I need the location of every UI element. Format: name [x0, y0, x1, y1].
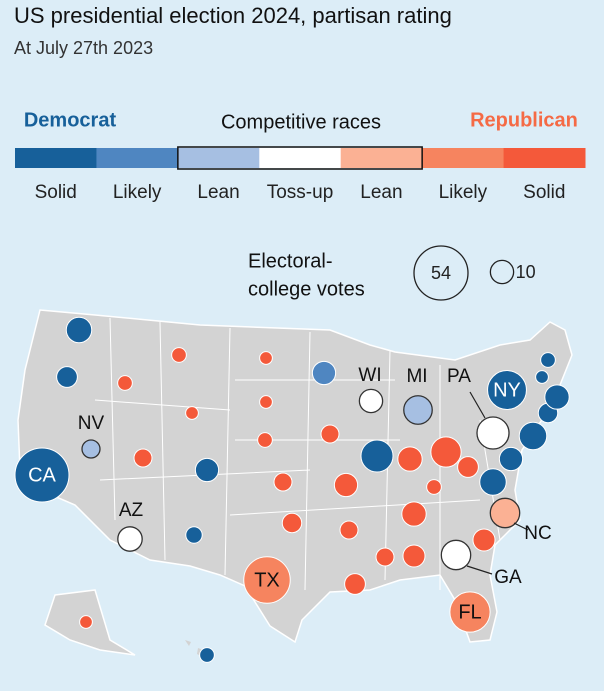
- state-marker: [311, 360, 337, 386]
- size-legend-title: college votes: [248, 278, 365, 300]
- state-marker: [518, 421, 548, 451]
- size-legend-title: Electoral-: [248, 250, 332, 272]
- state-marker: [81, 439, 101, 459]
- land: [17, 309, 573, 644]
- rating-label: Solid: [35, 182, 77, 203]
- state-marker: [56, 366, 78, 388]
- subtitle: At July 27th 2023: [14, 38, 153, 58]
- group-label: Republican: [470, 109, 578, 131]
- state-marker: [472, 528, 496, 552]
- state-marker: [375, 547, 395, 567]
- state-label: WI: [358, 365, 381, 386]
- state-marker: [65, 316, 93, 344]
- state-marker: [273, 472, 293, 492]
- rating-label: Toss-up: [267, 182, 334, 203]
- size-legend-value: 54: [431, 263, 451, 283]
- leader-line: [466, 565, 493, 575]
- state-marker: [426, 479, 442, 495]
- state-marker: [185, 406, 199, 420]
- state-marker: [117, 375, 133, 391]
- state-marker: [14, 447, 70, 503]
- state-label: FL: [458, 601, 481, 623]
- state-marker: [320, 424, 340, 444]
- state-marker: [117, 526, 143, 552]
- state-marker: [489, 497, 521, 529]
- state-marker: [243, 556, 291, 604]
- state-label: NC: [524, 523, 551, 544]
- rating-label: Likely: [113, 182, 162, 203]
- state-marker: [259, 351, 273, 365]
- rating-swatch: [422, 148, 505, 168]
- rating-label: Lean: [360, 182, 402, 203]
- rating-swatch: [340, 148, 423, 168]
- state-label: TX: [254, 569, 280, 591]
- state-marker: [403, 395, 433, 425]
- state-label: MI: [406, 366, 427, 387]
- state-label: AZ: [119, 500, 144, 521]
- state-label: GA: [494, 567, 522, 588]
- state-marker: [544, 384, 570, 410]
- state-marker: [440, 539, 472, 571]
- map-land: [17, 309, 573, 657]
- state-marker: [401, 501, 427, 527]
- size-legend-circle: [413, 245, 469, 301]
- rating-swatch: [96, 148, 179, 168]
- state-marker: [171, 347, 187, 363]
- state-marker: [487, 370, 527, 410]
- state-marker: [449, 591, 491, 633]
- leader-line: [513, 522, 529, 531]
- size-legend-circle: [489, 259, 515, 285]
- state-marker: [133, 448, 153, 468]
- rating-swatch: [177, 148, 260, 168]
- state-marker: [199, 647, 215, 663]
- rating-swatch: [503, 148, 586, 168]
- rating-label: Lean: [197, 182, 239, 203]
- size-legend-value: 10: [516, 262, 536, 282]
- state-marker: [358, 388, 384, 414]
- state-marker: [344, 573, 366, 595]
- state-marker: [476, 416, 510, 450]
- rating-label: Likely: [439, 182, 488, 203]
- state-marker: [185, 526, 203, 544]
- rating-swatch: [15, 148, 97, 168]
- state-marker: [402, 544, 426, 568]
- state-marker: [397, 446, 423, 472]
- state-marker: [360, 439, 394, 473]
- state-marker: [339, 520, 359, 540]
- competitive-box: [177, 146, 423, 170]
- group-label: Competitive races: [221, 111, 381, 133]
- state-marker: [430, 436, 462, 468]
- state-label: PA: [447, 366, 471, 387]
- rating-label: Solid: [523, 182, 565, 203]
- state-marker: [79, 615, 93, 629]
- state-marker: [457, 456, 479, 478]
- group-label: Democrat: [24, 109, 117, 131]
- state-label: NY: [493, 379, 521, 401]
- leader-line: [469, 391, 486, 419]
- title: US presidential election 2024, partisan …: [14, 3, 452, 28]
- state-marker: [498, 446, 524, 472]
- state-marker: [281, 512, 303, 534]
- state-marker: [540, 352, 556, 368]
- state-label: CA: [28, 464, 56, 486]
- state-marker: [535, 370, 549, 384]
- rating-swatch: [259, 148, 342, 168]
- state-marker: [479, 468, 507, 496]
- state-marker: [257, 432, 273, 448]
- state-marker: [259, 395, 273, 409]
- state-label: NV: [78, 413, 105, 434]
- state-marker: [333, 472, 359, 498]
- state-marker: [194, 457, 220, 483]
